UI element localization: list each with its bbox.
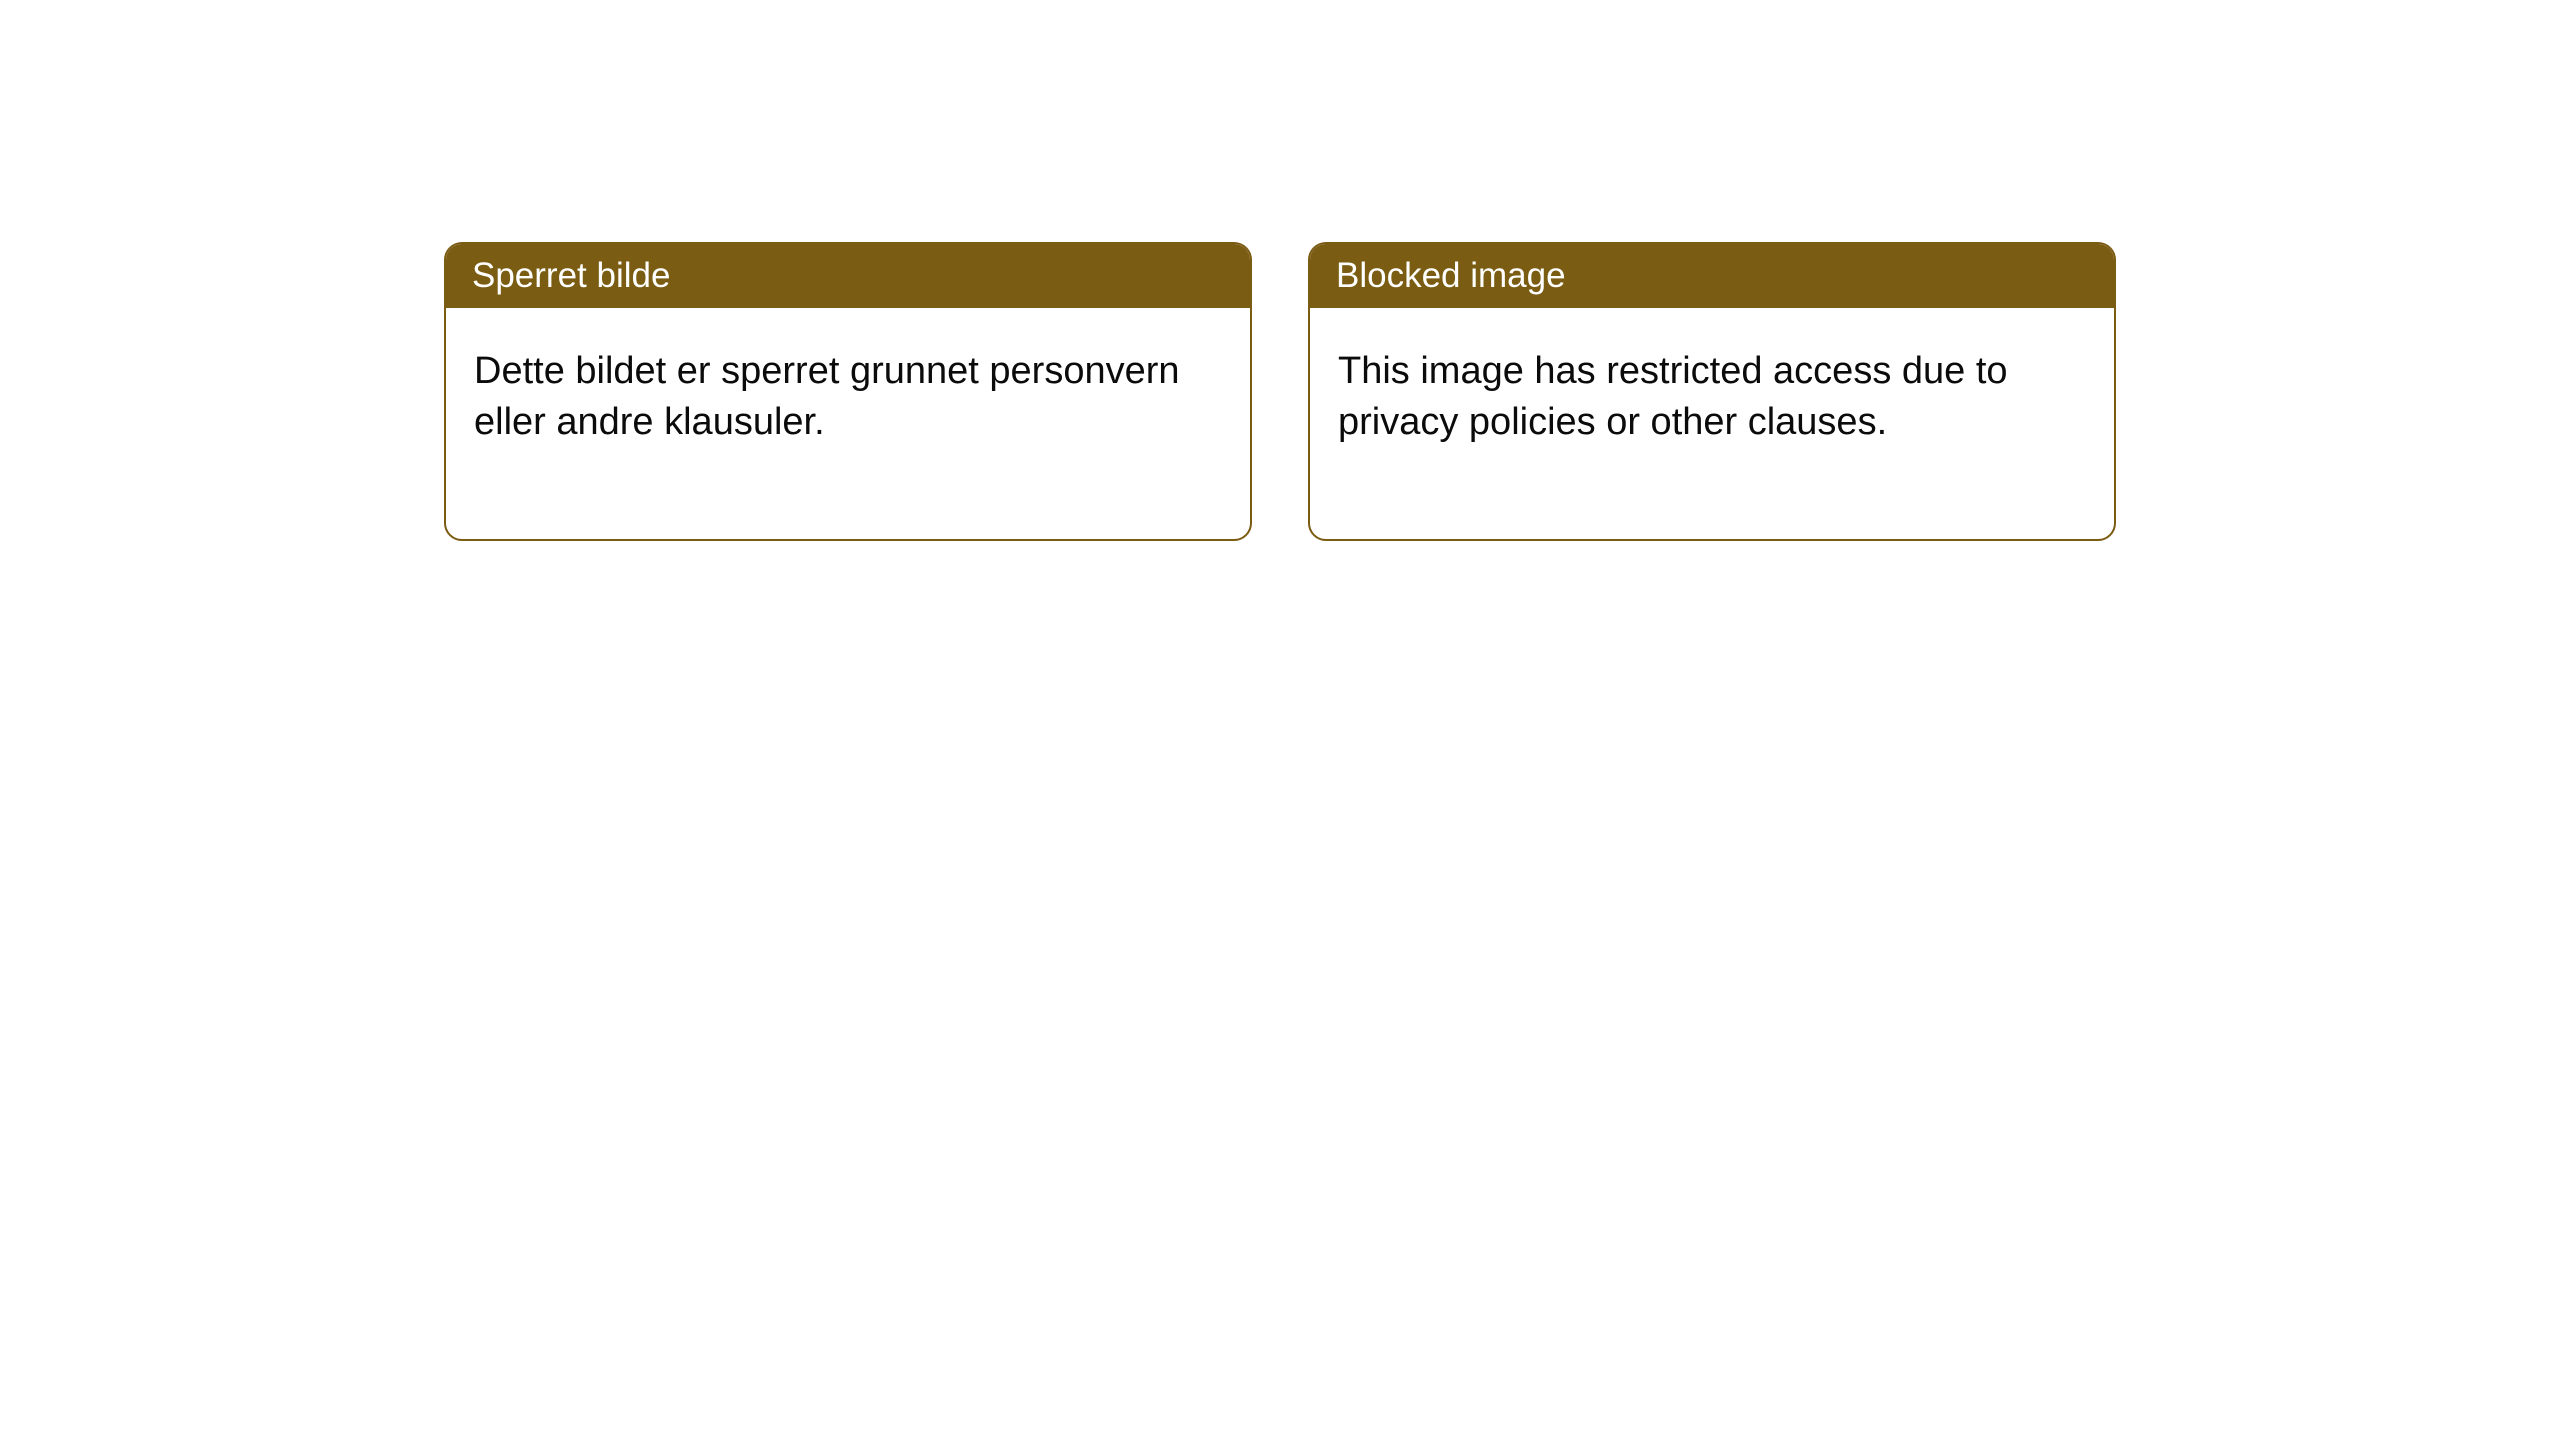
blocked-image-card-no: Sperret bilde Dette bildet er sperret gr… <box>444 242 1252 541</box>
card-header: Blocked image <box>1310 244 2114 308</box>
notice-container: Sperret bilde Dette bildet er sperret gr… <box>0 0 2560 541</box>
card-body: Dette bildet er sperret grunnet personve… <box>446 308 1250 539</box>
card-body-text: Dette bildet er sperret grunnet personve… <box>474 350 1180 443</box>
card-title: Blocked image <box>1336 256 1566 295</box>
card-body: This image has restricted access due to … <box>1310 308 2114 539</box>
card-body-text: This image has restricted access due to … <box>1338 350 2008 443</box>
blocked-image-card-en: Blocked image This image has restricted … <box>1308 242 2116 541</box>
card-header: Sperret bilde <box>446 244 1250 308</box>
card-title: Sperret bilde <box>472 256 670 295</box>
